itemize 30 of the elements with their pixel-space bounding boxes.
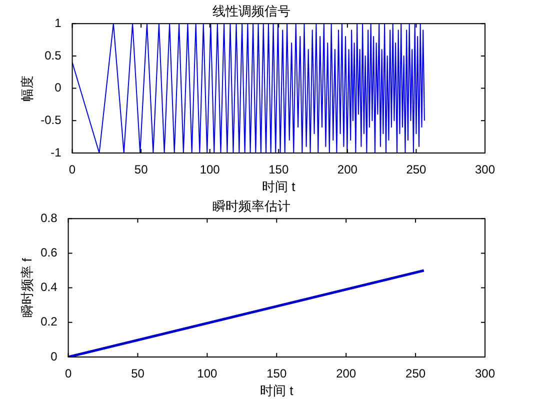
x-tick-label: 100	[197, 366, 218, 381]
x-tick-label: 0	[68, 162, 76, 177]
x-tick-label: 0	[64, 366, 72, 381]
x-tick-label: 150	[268, 162, 289, 177]
y-tick-label: 0.6	[40, 246, 58, 260]
y-tick-label: 0.8	[40, 210, 58, 225]
y-axis-title: 幅度	[19, 75, 34, 102]
chart-title: 线性调频信号	[212, 3, 290, 18]
x-axis-title: 时间 t	[260, 382, 294, 398]
y-tick-label: -0.5	[40, 112, 62, 127]
x-tick-label: 100	[200, 162, 220, 177]
y-tick-label: 0	[50, 349, 58, 364]
y-tick-label: -1	[50, 145, 62, 160]
x-axis-title: 时间 t	[262, 178, 296, 194]
x-tick-label: 200	[337, 162, 358, 177]
y-tick-label: 0.2	[40, 314, 58, 329]
y-tick-label: 0	[54, 80, 62, 95]
y-tick-label: 1	[54, 16, 62, 30]
y-tick-label: 0.4	[40, 280, 58, 294]
x-tick-label: 200	[336, 366, 356, 381]
x-tick-label: 50	[131, 366, 145, 381]
y-tick-label: 0.5	[44, 48, 62, 62]
x-tick-label: 250	[406, 162, 427, 177]
x-tick-label: 300	[474, 366, 496, 381]
chart-title: 瞬时频率估计	[212, 198, 290, 214]
x-tick-label: 250	[406, 366, 426, 381]
x-tick-label: 50	[134, 162, 148, 177]
x-tick-label: 300	[474, 162, 496, 177]
y-axis-title: 瞬时频率 f	[19, 258, 34, 318]
x-tick-label: 150	[266, 366, 287, 381]
